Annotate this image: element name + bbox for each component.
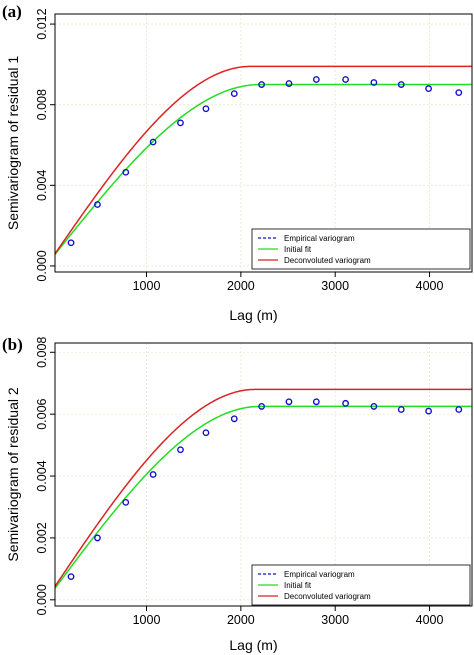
empirical-point: [455, 406, 463, 413]
plot-frame: [54, 13, 473, 273]
panel-label: (b): [2, 335, 23, 354]
legend: Empirical variogram Initial fit Deconvolut…: [251, 228, 471, 270]
empirical-point: [285, 398, 293, 406]
x-tick-label: 2000: [227, 279, 255, 293]
empirical-point: [370, 403, 378, 410]
y-tick-label: 0.002: [35, 522, 49, 553]
empirical-point: [370, 79, 378, 86]
chart-panel-2: 1000 2000 3000 4000 0.000 0.002 0.004 0.006 0.00…: [2, 335, 473, 653]
legend-entry: Empirical variogram: [284, 234, 355, 243]
legend-entry: Deconvoluted variogram: [284, 256, 371, 265]
empirical-point: [425, 85, 433, 92]
empirical-point: [258, 81, 266, 88]
legend-entry: Empirical variogram: [284, 570, 355, 579]
x-tick-label: 4000: [416, 279, 444, 293]
empirical-point: [149, 471, 157, 478]
y-axis-title: Semivariogram of residual 1: [5, 56, 21, 231]
legend-entry: Initial fit: [284, 245, 312, 254]
y-tick-label: 0.000: [35, 250, 49, 281]
y-tick-label: 0.006: [35, 398, 49, 429]
legend-entry: Deconvoluted variogram: [284, 592, 371, 601]
empirical-point: [397, 406, 405, 413]
legend-box: [251, 564, 471, 606]
deconvoluted-variogram-line: [54, 65, 472, 255]
empirical-point: [312, 76, 320, 83]
empirical-point: [149, 138, 157, 146]
panel-label: (a): [2, 2, 22, 21]
empirical-point: [202, 105, 210, 113]
empirical-point: [94, 201, 101, 208]
y-axis-title: Semivariogram of residual 2: [5, 387, 21, 562]
x-tick-label: 3000: [321, 279, 349, 293]
x-axis-title: Lag (m): [229, 307, 277, 323]
x-tick-label: 1000: [133, 279, 161, 293]
empirical-point: [425, 407, 433, 415]
legend: Empirical variogram Initial fit Deconvolut…: [251, 564, 471, 606]
empirical-point: [122, 168, 130, 176]
y-tick-label: 0.008: [35, 337, 49, 368]
y-tick-label: 0.012: [35, 8, 49, 39]
empirical-point: [122, 498, 130, 506]
empirical-point: [67, 573, 75, 581]
empirical-point: [230, 90, 238, 98]
empirical-point: [342, 399, 349, 407]
legend-box: [251, 228, 471, 270]
empirical-point: [455, 89, 463, 97]
x-tick-label: 1000: [133, 613, 161, 627]
legend-entry: Initial fit: [284, 581, 312, 590]
empirical-point: [94, 534, 101, 542]
x-tick-label: 3000: [321, 613, 349, 627]
empirical-point: [230, 415, 238, 423]
empirical-point: [285, 80, 293, 87]
plot-area: [55, 343, 472, 606]
x-axis-title: Lag (m): [229, 637, 277, 653]
deconvoluted-variogram-line: [54, 388, 472, 587]
x-tick-label: 2000: [227, 613, 255, 627]
empirical-point: [177, 119, 184, 127]
chart-panel-1: 1000 2000 3000 4000 0.000 0.004 0.008 0.012 Lag …: [2, 2, 473, 323]
plot-frame: [54, 342, 473, 607]
empirical-point: [258, 403, 266, 410]
initial-fit-line: [54, 83, 472, 255]
empirical-point: [397, 81, 405, 88]
empirical-point: [202, 429, 210, 437]
x-tick-label: 4000: [416, 613, 444, 627]
y-tick-label: 0.000: [35, 584, 49, 615]
y-tick-label: 0.008: [35, 89, 49, 120]
empirical-point: [177, 446, 184, 454]
empirical-point: [67, 239, 75, 247]
empirical-point: [342, 76, 349, 83]
y-tick-label: 0.004: [35, 460, 49, 491]
empirical-point: [312, 398, 320, 406]
y-tick-label: 0.004: [35, 170, 49, 201]
